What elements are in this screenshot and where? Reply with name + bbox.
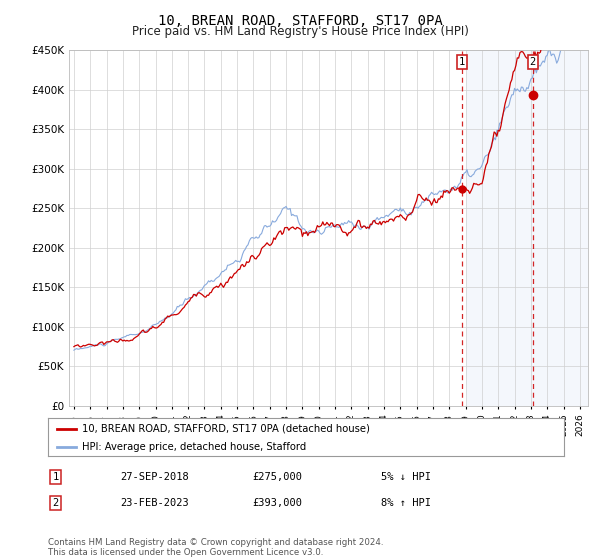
Text: Contains HM Land Registry data © Crown copyright and database right 2024.
This d: Contains HM Land Registry data © Crown c… — [48, 538, 383, 557]
Text: 1: 1 — [458, 57, 464, 67]
Text: 10, BREAN ROAD, STAFFORD, ST17 0PA (detached house): 10, BREAN ROAD, STAFFORD, ST17 0PA (deta… — [82, 423, 370, 433]
Text: 1: 1 — [53, 472, 59, 482]
Text: HPI: Average price, detached house, Stafford: HPI: Average price, detached house, Staf… — [82, 442, 306, 452]
Text: £275,000: £275,000 — [252, 472, 302, 482]
Text: 10, BREAN ROAD, STAFFORD, ST17 0PA: 10, BREAN ROAD, STAFFORD, ST17 0PA — [158, 14, 442, 28]
Text: 5% ↓ HPI: 5% ↓ HPI — [381, 472, 431, 482]
Text: 2: 2 — [530, 57, 536, 67]
Text: 27-SEP-2018: 27-SEP-2018 — [120, 472, 189, 482]
Text: 2: 2 — [53, 498, 59, 508]
Text: 8% ↑ HPI: 8% ↑ HPI — [381, 498, 431, 508]
Bar — [466, 50, 596, 406]
Text: 23-FEB-2023: 23-FEB-2023 — [120, 498, 189, 508]
Text: Price paid vs. HM Land Registry's House Price Index (HPI): Price paid vs. HM Land Registry's House … — [131, 25, 469, 38]
Text: £393,000: £393,000 — [252, 498, 302, 508]
